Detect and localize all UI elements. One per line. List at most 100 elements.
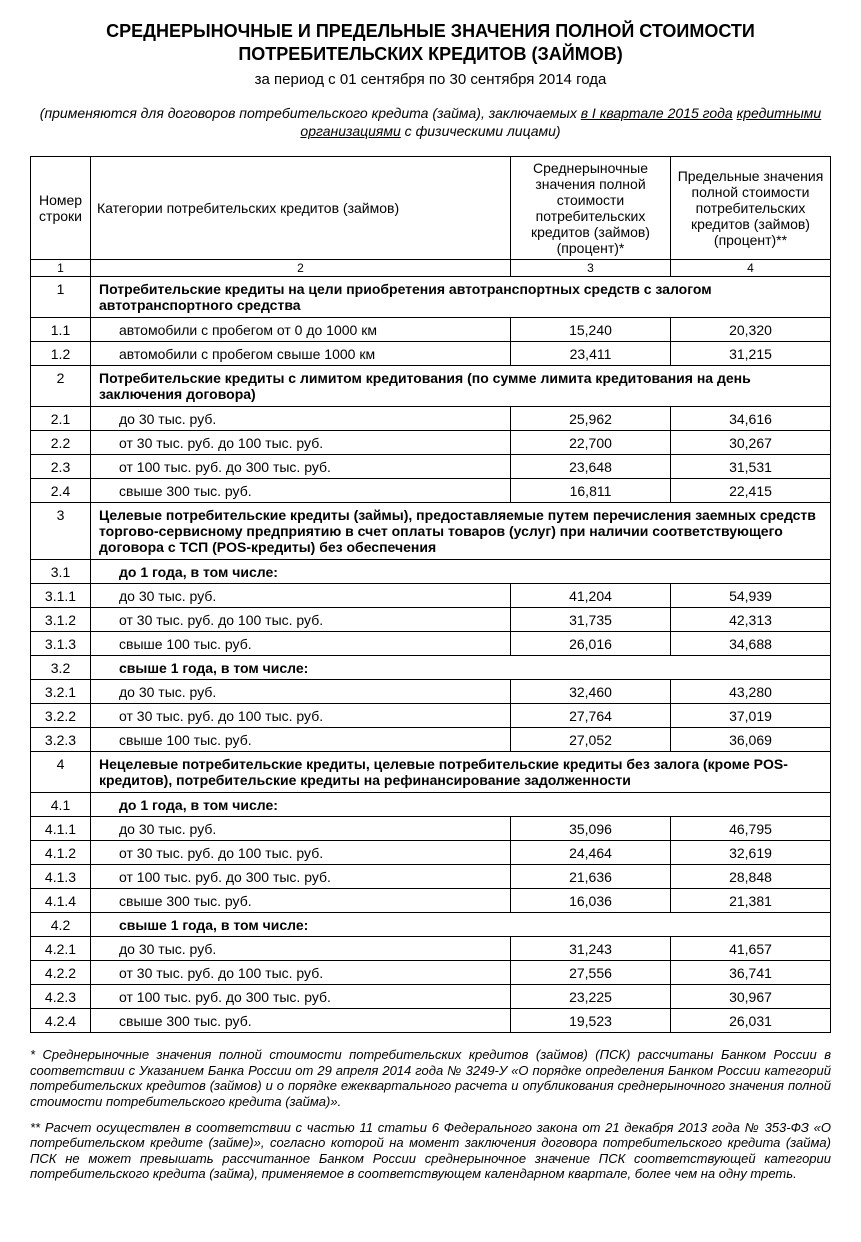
max-value: 26,031 [671,1009,831,1033]
subheading: до 1 года, в том числе: [91,793,831,817]
avg-value: 19,523 [511,1009,671,1033]
max-value: 43,280 [671,680,831,704]
max-value: 20,320 [671,318,831,342]
table-row: 1Потребительские кредиты на цели приобре… [31,277,831,318]
table-row: 3.2.1до 30 тыс. руб.32,46043,280 [31,680,831,704]
avg-value: 15,240 [511,318,671,342]
avg-value: 16,036 [511,889,671,913]
colnum-2: 2 [91,260,511,277]
row-number: 4 [31,752,91,793]
category-label: до 30 тыс. руб. [91,680,511,704]
max-value: 46,795 [671,817,831,841]
table-row: 4Нецелевые потребительские кредиты, целе… [31,752,831,793]
table-row: 3.2.2от 30 тыс. руб. до 100 тыс. руб.27,… [31,704,831,728]
table-row: 3.2свыше 1 года, в том числе: [31,656,831,680]
table-row: 4.1до 1 года, в том числе: [31,793,831,817]
category-label: свыше 100 тыс. руб. [91,728,511,752]
table-row: 3.1.3свыше 100 тыс. руб.26,01634,688 [31,632,831,656]
max-value: 32,619 [671,841,831,865]
avg-value: 32,460 [511,680,671,704]
subheading: свыше 1 года, в том числе: [91,656,831,680]
row-number: 3 [31,503,91,560]
category-label: от 30 тыс. руб. до 100 тыс. руб. [91,961,511,985]
table-row: 4.1.1до 30 тыс. руб.35,09646,795 [31,817,831,841]
table-row: 3.2.3свыше 100 тыс. руб.27,05236,069 [31,728,831,752]
table-row: 3Целевые потребительские кредиты (займы)… [31,503,831,560]
max-value: 34,688 [671,632,831,656]
category-label: свыше 100 тыс. руб. [91,632,511,656]
period-line: за период с 01 сентября по 30 сентября 2… [30,71,831,88]
row-number: 3.1 [31,560,91,584]
row-number: 4.2 [31,913,91,937]
avg-value: 25,962 [511,407,671,431]
row-number: 4.2.1 [31,937,91,961]
max-value: 22,415 [671,479,831,503]
th-max: Предельные значения полной стоимости пот… [671,157,831,260]
row-number: 1.1 [31,318,91,342]
th-num: Номер строки [31,157,91,260]
colnum-1: 1 [31,260,91,277]
footnote-2: ** Расчет осуществлен в соответствии с ч… [30,1120,831,1182]
applies-line: (применяются для договоров потребительск… [30,104,831,140]
row-number: 4.1 [31,793,91,817]
table-body: 1Потребительские кредиты на цели приобре… [31,277,831,1033]
row-number: 2.1 [31,407,91,431]
table-row: 4.2.2от 30 тыс. руб. до 100 тыс. руб.27,… [31,961,831,985]
table-row: 4.2.3от 100 тыс. руб. до 300 тыс. руб.23… [31,985,831,1009]
category-label: автомобили с пробегом от 0 до 1000 км [91,318,511,342]
category-label: до 30 тыс. руб. [91,817,511,841]
avg-value: 23,225 [511,985,671,1009]
category-label: от 30 тыс. руб. до 100 тыс. руб. [91,431,511,455]
row-number: 3.1.3 [31,632,91,656]
rates-table: Номер строки Категории потребительских к… [30,156,831,1033]
max-value: 31,215 [671,342,831,366]
section-title: Потребительские кредиты на цели приобрет… [91,277,831,318]
table-row: 4.1.2от 30 тыс. руб. до 100 тыс. руб.24,… [31,841,831,865]
avg-value: 41,204 [511,584,671,608]
max-value: 21,381 [671,889,831,913]
row-number: 4.1.3 [31,865,91,889]
table-row: 4.1.4свыше 300 тыс. руб.16,03621,381 [31,889,831,913]
category-label: до 30 тыс. руб. [91,584,511,608]
max-value: 37,019 [671,704,831,728]
avg-value: 31,243 [511,937,671,961]
category-label: свыше 300 тыс. руб. [91,889,511,913]
avg-value: 31,735 [511,608,671,632]
row-number: 2 [31,366,91,407]
section-title: Целевые потребительские кредиты (займы),… [91,503,831,560]
table-colnum-row: 1 2 3 4 [31,260,831,277]
avg-value: 23,411 [511,342,671,366]
max-value: 34,616 [671,407,831,431]
avg-value: 27,052 [511,728,671,752]
table-row: 4.1.3от 100 тыс. руб. до 300 тыс. руб.21… [31,865,831,889]
avg-value: 16,811 [511,479,671,503]
max-value: 31,531 [671,455,831,479]
row-number: 1.2 [31,342,91,366]
max-value: 54,939 [671,584,831,608]
avg-value: 24,464 [511,841,671,865]
section-title: Нецелевые потребительские кредиты, целев… [91,752,831,793]
category-label: от 30 тыс. руб. до 100 тыс. руб. [91,608,511,632]
row-number: 4.1.1 [31,817,91,841]
subheading: до 1 года, в том числе: [91,560,831,584]
category-label: свыше 300 тыс. руб. [91,479,511,503]
section-title: Потребительские кредиты с лимитом кредит… [91,366,831,407]
table-row: 3.1до 1 года, в том числе: [31,560,831,584]
applies-underline-1: в I квартале 2015 года [581,105,733,121]
max-value: 30,967 [671,985,831,1009]
category-label: от 100 тыс. руб. до 300 тыс. руб. [91,455,511,479]
row-number: 2.2 [31,431,91,455]
table-row: 2.2от 30 тыс. руб. до 100 тыс. руб.22,70… [31,431,831,455]
category-label: от 100 тыс. руб. до 300 тыс. руб. [91,985,511,1009]
table-row: 2.1до 30 тыс. руб.25,96234,616 [31,407,831,431]
row-number: 2.3 [31,455,91,479]
max-value: 42,313 [671,608,831,632]
table-row: 2Потребительские кредиты с лимитом креди… [31,366,831,407]
table-row: 2.3от 100 тыс. руб. до 300 тыс. руб.23,6… [31,455,831,479]
row-number: 3.2.3 [31,728,91,752]
table-row: 4.2свыше 1 года, в том числе: [31,913,831,937]
table-row: 1.1автомобили с пробегом от 0 до 1000 км… [31,318,831,342]
colnum-3: 3 [511,260,671,277]
row-number: 3.2.1 [31,680,91,704]
th-avg: Среднерыночные значения полной стоимости… [511,157,671,260]
